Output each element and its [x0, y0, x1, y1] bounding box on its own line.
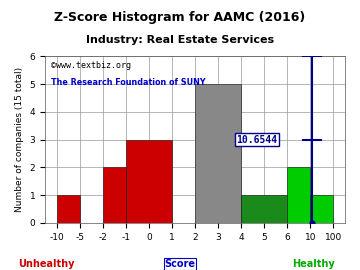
Bar	[103, 167, 126, 223]
Text: The Research Foundation of SUNY: The Research Foundation of SUNY	[51, 78, 206, 87]
Text: Industry: Real Estate Services: Industry: Real Estate Services	[86, 35, 274, 45]
Text: 10.6544: 10.6544	[236, 134, 277, 144]
Text: Healthy: Healthy	[292, 259, 334, 269]
Text: ©www.textbiz.org: ©www.textbiz.org	[51, 61, 131, 70]
Bar	[241, 195, 287, 223]
Bar	[57, 195, 80, 223]
Bar	[310, 195, 333, 223]
Bar	[195, 84, 241, 223]
Text: Score: Score	[165, 259, 195, 269]
Text: Z-Score Histogram for AAMC (2016): Z-Score Histogram for AAMC (2016)	[54, 11, 306, 24]
Y-axis label: Number of companies (15 total): Number of companies (15 total)	[15, 67, 24, 212]
Bar	[287, 167, 310, 223]
Text: Unhealthy: Unhealthy	[19, 259, 75, 269]
Bar	[126, 140, 172, 223]
